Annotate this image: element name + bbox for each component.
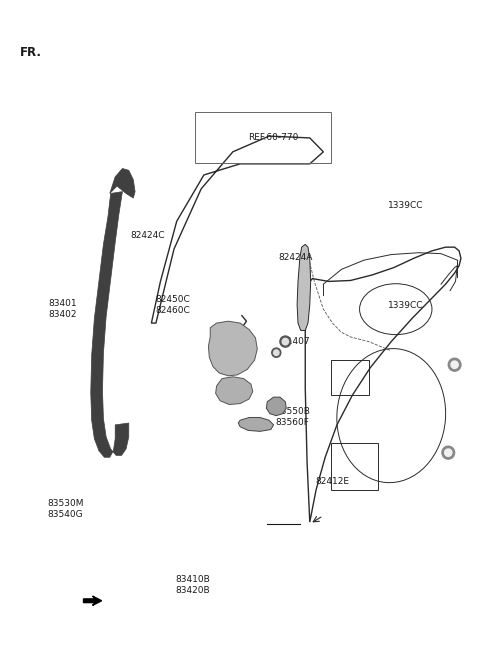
Polygon shape [297,244,311,330]
Text: 1339CC: 1339CC [388,300,423,309]
Bar [195,112,331,163]
Polygon shape [266,397,286,416]
Text: 82412E: 82412E [315,478,349,486]
Text: 82424C: 82424C [130,231,165,240]
Circle shape [282,338,288,345]
Bar [331,360,369,396]
Text: 11407: 11407 [282,338,311,346]
Text: 1339CC: 1339CC [388,200,423,210]
Bar [331,443,378,489]
Polygon shape [110,168,135,198]
Polygon shape [84,596,102,605]
Text: 82450C
82460C: 82450C 82460C [155,295,190,315]
Polygon shape [216,376,253,405]
Text: 82424A: 82424A [278,252,312,261]
Circle shape [444,449,452,457]
Text: REF.60-770: REF.60-770 [248,133,299,141]
Circle shape [274,350,279,355]
Text: 83550B
83560F: 83550B 83560F [275,407,310,426]
Polygon shape [208,321,257,376]
Circle shape [442,446,455,459]
Polygon shape [238,417,274,432]
Polygon shape [91,192,129,457]
Text: 83530M
83540G: 83530M 83540G [47,499,84,518]
Text: FR.: FR. [20,45,42,58]
Circle shape [280,336,291,347]
Circle shape [451,361,458,369]
Circle shape [272,348,281,357]
Text: 83401
83402: 83401 83402 [48,300,77,319]
Circle shape [448,358,461,371]
Text: 83410B
83420B: 83410B 83420B [175,576,210,595]
